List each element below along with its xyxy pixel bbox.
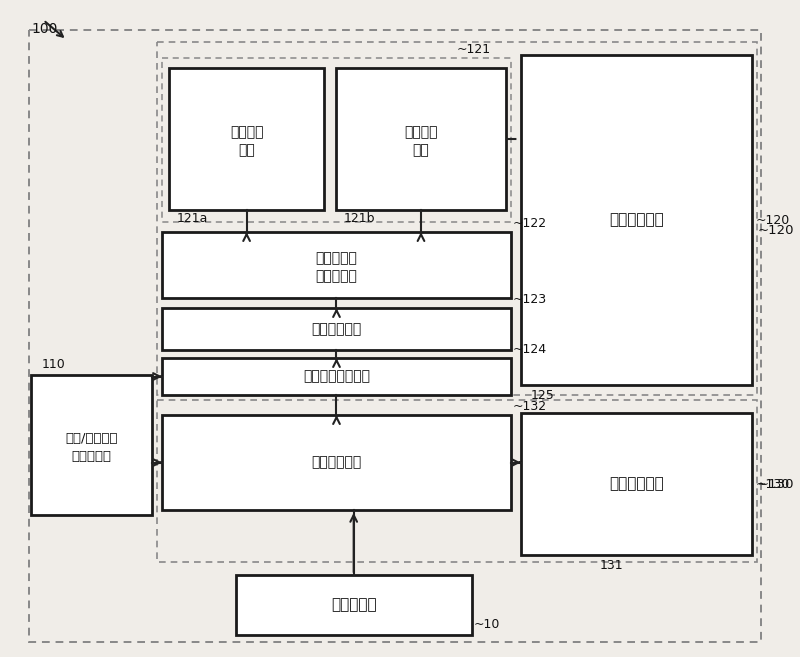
Text: 100: 100: [31, 22, 58, 36]
Text: 131: 131: [599, 559, 623, 572]
Bar: [162, 415, 511, 510]
Text: ~120: ~120: [755, 214, 790, 227]
Text: 第一分配单元: 第一分配单元: [311, 322, 362, 336]
Text: 放电校准: 放电校准: [230, 125, 263, 139]
Bar: [157, 42, 757, 395]
Text: 计量/校准选择: 计量/校准选择: [66, 432, 118, 445]
Text: 125: 125: [530, 389, 554, 402]
Text: 110: 110: [42, 358, 65, 371]
Text: ~132: ~132: [513, 400, 547, 413]
Text: 继电器单元: 继电器单元: [315, 269, 358, 283]
Bar: [162, 358, 511, 395]
Bar: [521, 55, 751, 385]
Text: 充电校准: 充电校准: [404, 125, 438, 139]
Text: ~130: ~130: [755, 478, 790, 491]
Bar: [336, 68, 506, 210]
Bar: [157, 400, 757, 562]
Text: 继电器单元: 继电器单元: [72, 451, 112, 463]
Bar: [162, 308, 511, 350]
Bar: [162, 58, 511, 222]
Text: 121b: 121b: [344, 212, 375, 225]
Text: ~130: ~130: [758, 478, 794, 491]
Bar: [162, 232, 511, 298]
Text: 充放电装置: 充放电装置: [331, 597, 377, 612]
Bar: [521, 413, 751, 555]
Text: ~124: ~124: [513, 343, 547, 356]
Text: ~123: ~123: [513, 293, 547, 306]
Text: 121a: 121a: [177, 212, 208, 225]
Text: 第二分配单元: 第二分配单元: [311, 455, 362, 470]
Bar: [169, 68, 324, 210]
Text: ~10: ~10: [474, 618, 500, 631]
Text: 通道选择切换单元: 通道选择切换单元: [303, 369, 370, 384]
Text: 充放电选择: 充放电选择: [315, 251, 358, 265]
Text: ~120: ~120: [758, 223, 794, 237]
Text: ~122: ~122: [513, 217, 547, 230]
Text: 单元: 单元: [413, 143, 430, 157]
Text: 计量检测单元: 计量检测单元: [609, 476, 663, 491]
Bar: [236, 575, 471, 635]
Text: 校准检测单元: 校准检测单元: [609, 212, 663, 227]
Bar: [31, 375, 152, 515]
Text: 单元: 单元: [238, 143, 255, 157]
Text: ~121: ~121: [457, 43, 491, 56]
